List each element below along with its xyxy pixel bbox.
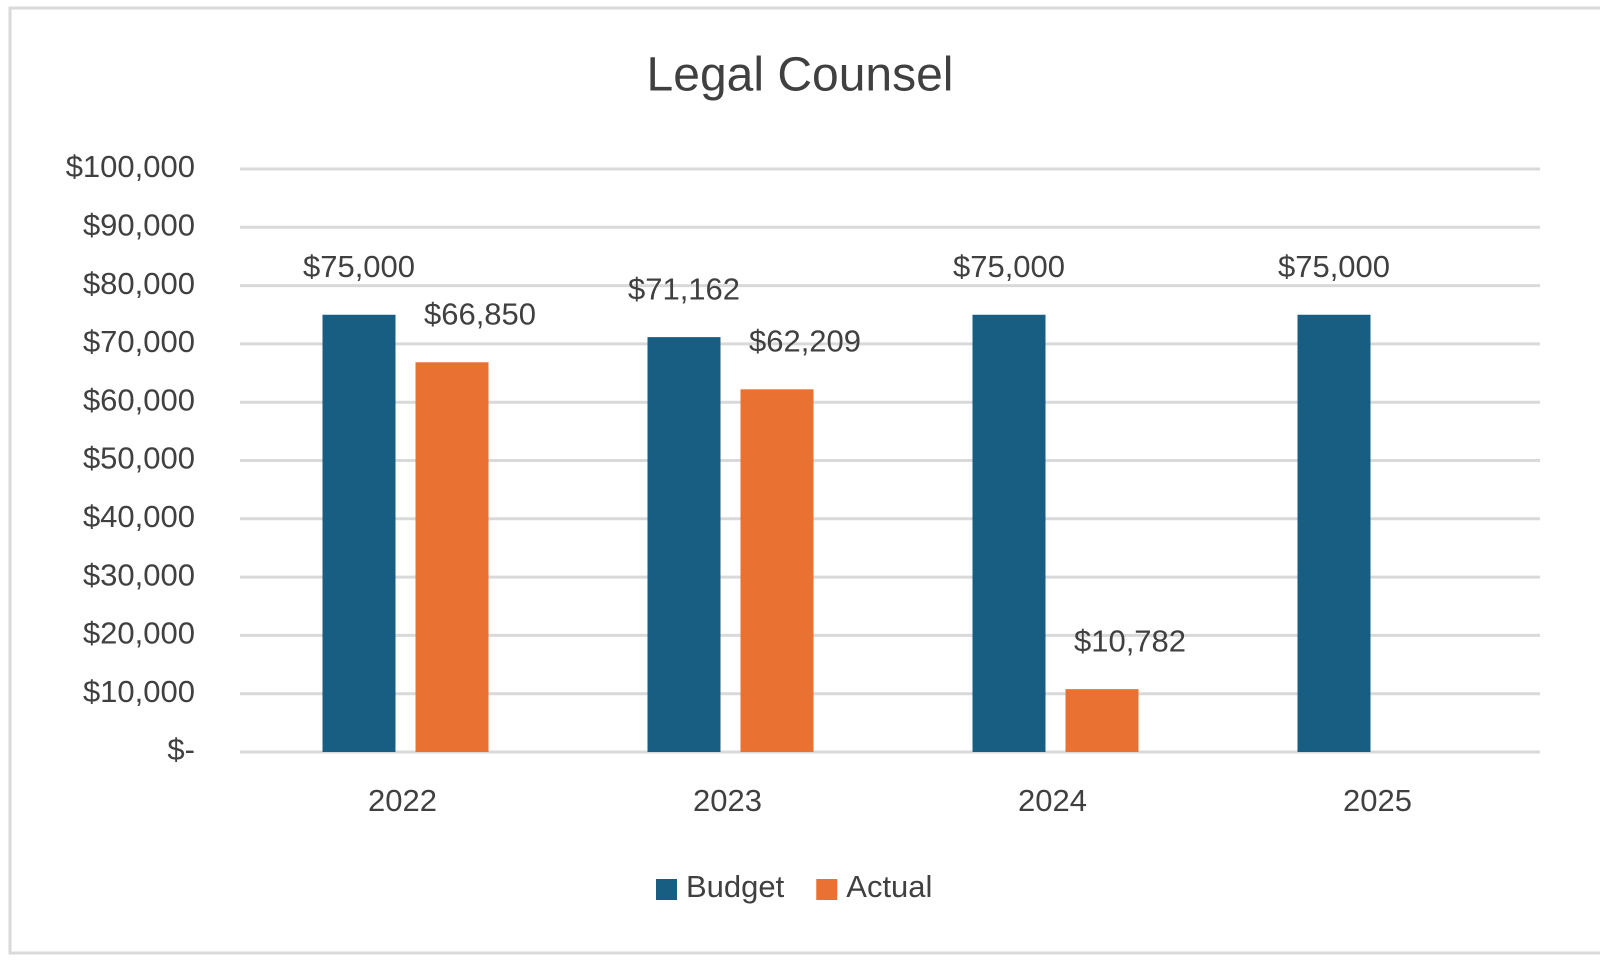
legend-swatch [656,879,677,900]
y-tick-label: $80,000 [83,266,195,301]
bar [972,314,1046,752]
data-label: $75,000 [303,249,415,284]
chart-title: Legal Counsel [647,49,954,102]
y-tick-label: $30,000 [83,557,195,592]
data-label: $71,162 [628,271,740,306]
y-tick-label: $60,000 [83,382,195,417]
x-tick-label: 2025 [1343,783,1412,818]
data-label: $66,850 [424,296,536,331]
y-tick-label: $70,000 [83,324,195,359]
y-tick-label: $10,000 [83,674,195,709]
bar [647,337,721,752]
bar [1065,689,1139,752]
y-tick-label: $100,000 [66,149,195,184]
y-tick-label: $50,000 [83,441,195,476]
x-tick-label: 2022 [368,783,437,818]
bar [1297,314,1371,752]
bar [322,314,396,752]
y-tick-label: $- [167,732,195,767]
y-tick-label: $20,000 [83,616,195,651]
legend-label: Budget [686,869,785,904]
legend-label: Actual [846,869,932,904]
x-tick-label: 2024 [1018,783,1087,818]
y-tick-label: $90,000 [83,207,195,242]
bar [740,389,814,752]
legend-swatch [816,879,838,900]
data-label: $75,000 [953,249,1065,284]
x-tick-label: 2023 [693,783,762,818]
y-tick-label: $40,000 [83,499,195,534]
data-label: $75,000 [1278,249,1390,284]
data-label: $10,782 [1074,623,1186,658]
data-label: $62,209 [749,324,861,359]
bar [415,362,489,752]
